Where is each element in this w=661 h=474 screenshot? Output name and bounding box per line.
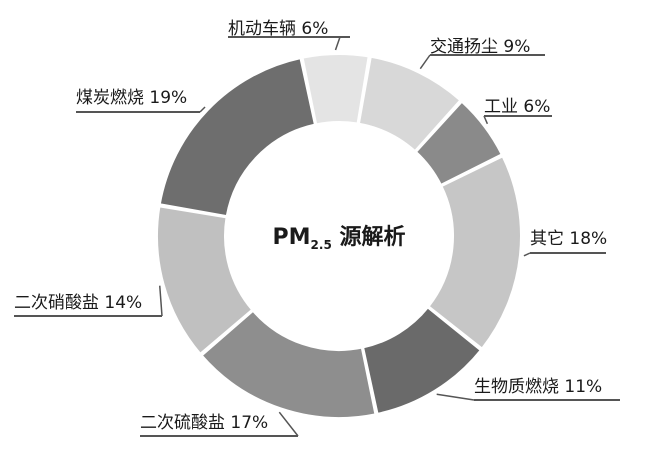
slices-layer (156, 53, 522, 419)
leader-line-3 (483, 115, 489, 125)
leader-line-2 (419, 54, 431, 70)
donut-slice-3 (414, 100, 504, 187)
slice-label-value: 14% (104, 293, 142, 313)
donut-slice-2 (357, 55, 462, 153)
slice-label-5: 生物质燃烧 11% (474, 377, 602, 397)
slice-label-value: 18% (569, 229, 607, 249)
slice-label-6: 二次硫酸盐 17% (140, 413, 268, 433)
slice-label-name: 煤炭燃烧 (76, 88, 149, 108)
slice-label-value: 6% (301, 19, 328, 39)
chart-title-suffix: 源解析 (332, 224, 406, 250)
donut-slice-6 (200, 309, 377, 419)
leader-line-5 (436, 393, 475, 401)
slice-label-value: 11% (564, 377, 602, 397)
slice-label-name: 其它 (530, 229, 569, 249)
chart-title: PM2.5 源解析 (273, 224, 406, 252)
leader-line-6 (278, 411, 299, 437)
slice-label-3: 工业 6% (484, 97, 550, 117)
labels-layer: 机动车辆 6% 交通扬尘 9% 工业 6% 其它 18% 生物质燃烧 11% 二次硫酸盐 … (14, 19, 607, 433)
slice-label-name: 生物质燃烧 (474, 377, 564, 397)
slice-label-name: 二次硝酸盐 (14, 293, 104, 313)
slice-label-value: 19% (149, 88, 187, 108)
donut-slice-7 (156, 205, 254, 356)
slice-label-2: 交通扬尘 9% (430, 37, 530, 57)
leader-line-4 (523, 252, 531, 257)
slice-label-name: 二次硫酸盐 (140, 413, 230, 433)
leader-lines-layer (14, 36, 620, 437)
chart-title-subscript: 2.5 (311, 238, 332, 252)
slice-label-name: 工业 (484, 97, 523, 117)
donut-slice-8 (158, 56, 317, 218)
slice-label-value: 9% (503, 37, 530, 57)
slice-label-name: 机动车辆 (228, 19, 301, 39)
donut-slice-5 (361, 306, 483, 416)
chart-title-main: PM (273, 225, 311, 250)
donut-slice-1 (301, 53, 370, 126)
leader-line-8 (199, 106, 206, 113)
slice-label-name: 交通扬尘 (430, 37, 503, 57)
leader-line-7 (158, 285, 163, 317)
donut-slice-4 (427, 155, 522, 350)
slice-label-8: 煤炭燃烧 19% (76, 88, 187, 108)
slice-label-7: 二次硝酸盐 14% (14, 293, 142, 313)
slice-label-1: 机动车辆 6% (228, 19, 328, 39)
slice-label-4: 其它 18% (530, 229, 607, 249)
slice-label-value: 6% (523, 97, 550, 117)
slice-label-value: 17% (230, 413, 268, 433)
leader-line-1 (334, 36, 341, 51)
